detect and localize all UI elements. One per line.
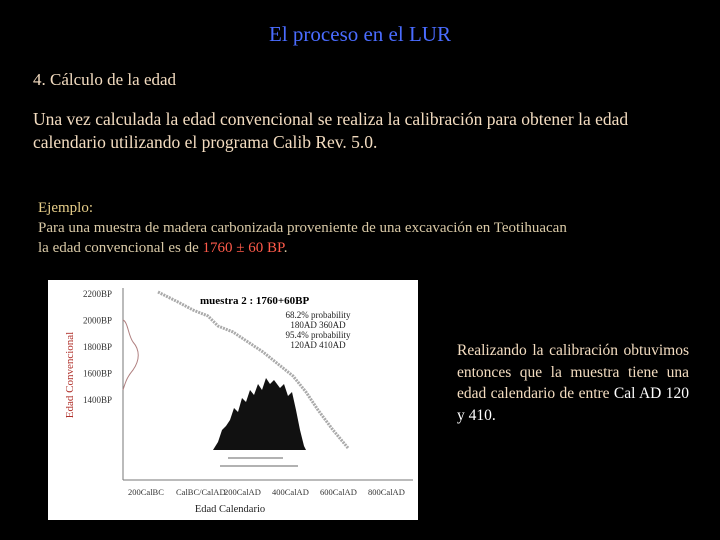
result-range: Cal AD 120 y 410. <box>457 385 689 424</box>
y-label: 1400BP <box>83 395 112 405</box>
probability-area <box>213 378 306 450</box>
probability-text: 180AD 360AD <box>290 320 346 330</box>
probability-text: 95.4% probability <box>286 330 351 340</box>
figure-title: muestra 2 : 1760+60BP <box>200 295 310 307</box>
calibration-curve <box>157 290 350 449</box>
example-value: 1760 ± 60 BP <box>202 240 284 256</box>
result-text: Realizando la calibración obtuvimos ento… <box>457 340 689 426</box>
example: Ejemplo: Para una muestra de madera carb… <box>38 198 698 258</box>
x-label: 200CalBC <box>128 487 164 497</box>
y-label: 2000BP <box>83 316 112 326</box>
example-label: Ejemplo: <box>38 200 93 216</box>
y-label: 1600BP <box>83 369 112 379</box>
age-curve <box>122 319 139 391</box>
x-label: 800CalAD <box>368 487 405 497</box>
probability-text: 68.2% probability <box>286 310 351 320</box>
x-label: 200CalAD <box>224 487 261 497</box>
x-label: 400CalAD <box>272 487 309 497</box>
y-title: Edad Convencional <box>64 332 76 418</box>
y-label: 1800BP <box>83 342 112 352</box>
result-body: Realizando la calibración obtuvimos ento… <box>457 342 689 402</box>
calibration-figure: muestra 2 : 1760+60BP 2200BP 2000BP 1800BP 1… <box>48 280 418 520</box>
y-label: 2200BP <box>83 289 112 299</box>
example-line: la edad convencional es de <box>38 240 203 256</box>
x-label: CalBC/CalAD <box>176 487 226 497</box>
section-paragraph: Una vez calculada la edad convencional s… <box>33 109 629 152</box>
slide-title: El proceso en el LUR <box>269 22 451 46</box>
x-title: Edad Calendario <box>195 504 265 515</box>
section-heading: 4. Cálculo de la edad <box>33 70 177 89</box>
example-line: . <box>283 240 288 256</box>
x-label: 600CalAD <box>320 487 357 497</box>
probability-text: 120AD 410AD <box>290 340 346 350</box>
example-line: Para una muestra de madera carbonizada p… <box>38 220 567 236</box>
